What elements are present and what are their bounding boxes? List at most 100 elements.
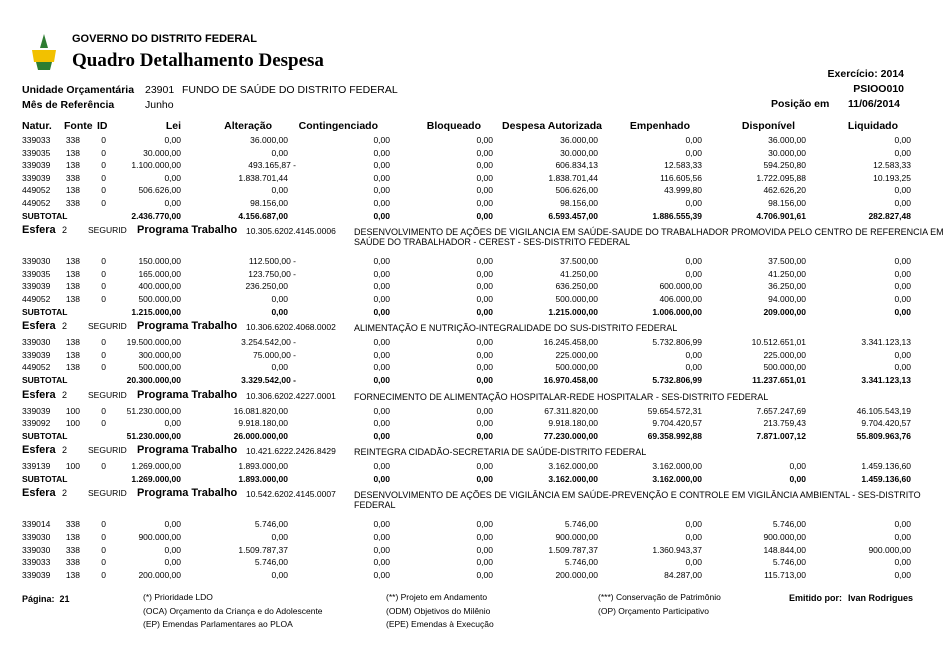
program-label: Programa Trabalho <box>137 320 238 333</box>
amount: 0,00 <box>894 197 911 208</box>
amount: 506.626,00 <box>555 185 598 196</box>
amount: 7.657.247,69 <box>756 405 806 416</box>
amount: 0,00 <box>476 147 493 158</box>
amount: 36.250,00 <box>768 281 806 292</box>
amount: 123.750,00 - <box>248 268 296 279</box>
amount: 500.000,00 <box>555 362 598 373</box>
amount: 400.000,00 <box>138 281 181 292</box>
issued-label: Emitido por: <box>789 593 842 603</box>
amount: 0,00 <box>164 172 181 183</box>
amount: 0,00 <box>476 160 493 171</box>
amount: 0,00 <box>894 268 911 279</box>
amount: 0,00 <box>373 293 390 304</box>
subtotal-amount: 282.827,48 <box>868 210 911 221</box>
amount: 41.250,00 <box>560 268 598 279</box>
report-title: Quadro Detalhamento Despesa <box>72 50 324 71</box>
amount: 0,00 <box>373 135 390 145</box>
esfera: 2 <box>62 389 68 400</box>
amount: 3.341.123,13 <box>861 337 911 348</box>
amount: 16.081.820,00 <box>233 405 288 416</box>
amount: 41.250,00 <box>768 268 806 279</box>
amount: 30.000,00 <box>768 147 806 158</box>
amount: 0,00 <box>894 135 911 145</box>
year: Exercício: 2014 <box>828 68 904 80</box>
nature: 339033 <box>22 135 51 145</box>
amount: 0,00 <box>373 349 390 360</box>
subtotal-row: SUBTOTAL 20.300.000,00 3.329.542,00 - 0,00 0… <box>0 374 949 387</box>
data-row: 339039 338 0 0,00 1.838.701,44 0,00 0,00 1.838.… <box>0 172 949 185</box>
data-row: 449052 138 0 500.000,00 0,00 0,00 0,00 500.000,… <box>0 293 949 306</box>
agency: SEGURID <box>88 225 127 236</box>
amount: 0,00 <box>373 544 390 555</box>
id: 0 <box>101 281 106 292</box>
amount: 0,00 <box>476 337 493 348</box>
amount: 0,00 <box>476 281 493 292</box>
subtotal-amount: 5.732.806,99 <box>652 374 702 385</box>
amount: 0,00 <box>476 197 493 208</box>
subtotal-amount: 0,00 <box>373 374 390 385</box>
legend-item: (***) Conservação de Patrimônio <box>598 592 721 602</box>
amount: 0,00 <box>271 293 288 304</box>
program-label: Programa Trabalho <box>137 487 238 500</box>
subtotal-amount: 3.329.542,00 - <box>241 374 296 385</box>
program-description: ALIMENTAÇÃO E NUTRIÇÃO-INTEGRALIDADE DO … <box>354 323 678 334</box>
amount: 0,00 <box>894 532 911 543</box>
source: 138 <box>65 532 80 543</box>
esfera-label: Esfera <box>22 388 56 401</box>
subtotal-label: SUBTOTAL <box>22 210 68 221</box>
id: 0 <box>101 172 106 183</box>
amount: 200.000,00 <box>555 569 598 580</box>
amount: 0,00 <box>373 362 390 373</box>
amount: 94.000,00 <box>768 293 806 304</box>
amount: 0,00 <box>685 256 702 267</box>
amount: 1.838.701,44 <box>238 172 288 183</box>
amount: 636.250,00 <box>555 281 598 292</box>
column-title: Liquidado <box>847 120 898 132</box>
amount: 116.605,56 <box>660 172 702 183</box>
amount: 10.512.651,01 <box>751 337 806 348</box>
amount: 200.000,00 <box>138 569 181 580</box>
program-code: 10.306.6202.4227.0001 <box>246 390 336 401</box>
position-date: 11/06/2014 <box>848 98 900 110</box>
amount: 213.759,43 <box>763 418 806 429</box>
amount: 5.746,00 <box>772 557 806 568</box>
nature: 449052 <box>22 185 51 196</box>
program-description: DESENVOLVIMENTO DE AÇÕES DE VIGILÂNCIA E… <box>354 490 921 511</box>
issued-by: Ivan Rodrigues <box>848 593 914 603</box>
source: 100 <box>65 418 80 429</box>
amount: 500.000,00 <box>555 293 598 304</box>
amount: 1.893.000,00 <box>238 461 288 472</box>
amount: 0,00 <box>789 461 806 472</box>
amount: 0,00 <box>476 172 493 183</box>
amount: 0,00 <box>373 281 390 292</box>
esfera-label: Esfera <box>22 487 56 500</box>
subtotal-amount: 3.162.000,00 <box>548 473 598 484</box>
amount: 0,00 <box>476 461 493 472</box>
column-title: Fonte <box>64 120 93 132</box>
program-label: Programa Trabalho <box>137 388 238 401</box>
amount: 36.000,00 <box>250 135 288 145</box>
amount: 1.838.701,44 <box>548 172 598 183</box>
agency: SEGURID <box>88 488 127 499</box>
amount: 0,00 <box>373 268 390 279</box>
amount: 0,00 <box>373 519 390 530</box>
amount: 0,00 <box>373 405 390 416</box>
amount: 0,00 <box>476 544 493 555</box>
subtotal-amount: 0,00 <box>894 306 911 317</box>
id: 0 <box>101 362 106 373</box>
amount: 9.704.420,57 <box>652 418 702 429</box>
subtotal-label: SUBTOTAL <box>22 306 68 317</box>
amount: 0,00 <box>373 557 390 568</box>
report-code: PSIOO010 <box>853 83 904 95</box>
data-row: 339092 100 0 0,00 9.918.180,00 0,00 0,00 9.918.… <box>0 417 949 430</box>
data-row: 339014 338 0 0,00 5.746,00 0,00 0,00 5.746,00 0,… <box>0 518 949 531</box>
amount: 900.000,00 <box>868 544 911 555</box>
subtotal-amount: 0,00 <box>373 430 390 441</box>
amount: 0,00 <box>164 197 181 208</box>
source: 338 <box>65 172 80 183</box>
subtotal-row: SUBTOTAL 51.230.000,00 26.000.000,00 0,00 0,… <box>0 430 949 443</box>
amount: 0,00 <box>373 160 390 171</box>
amount: 0,00 <box>373 256 390 267</box>
amount: 0,00 <box>476 532 493 543</box>
amount: 112.500,00 - <box>248 256 296 267</box>
